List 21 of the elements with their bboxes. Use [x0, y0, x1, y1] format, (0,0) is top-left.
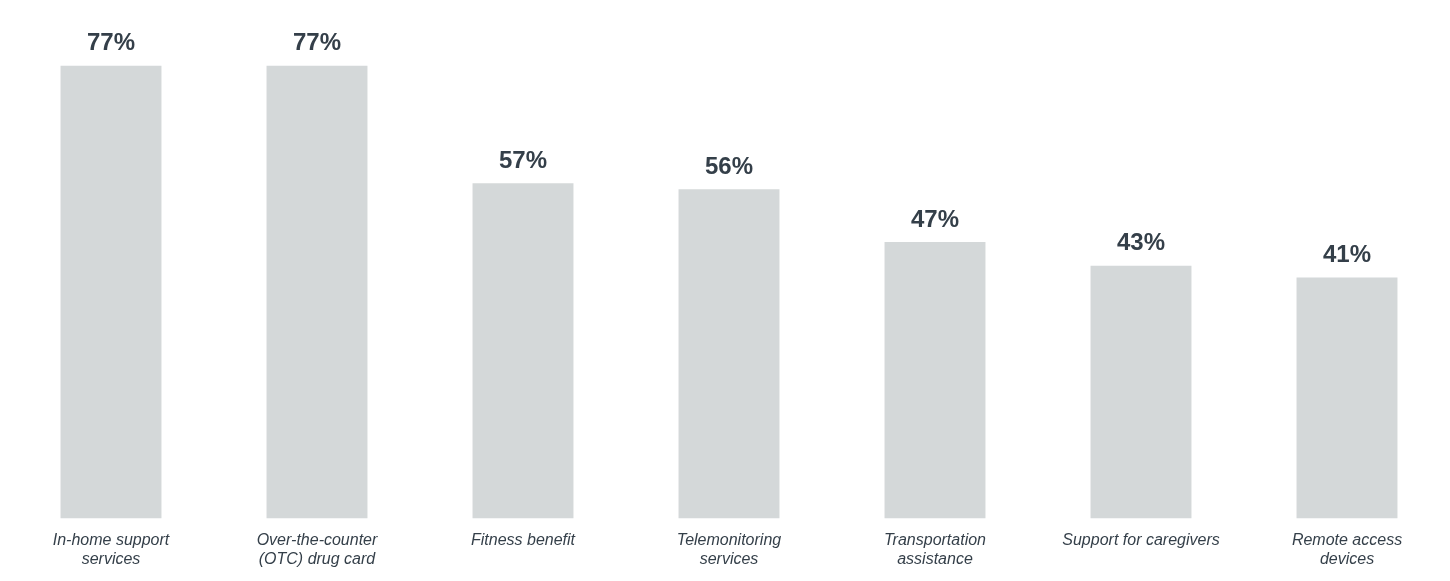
data-label: 43% [1116, 228, 1166, 256]
data-label: 77% [292, 28, 342, 56]
bar [884, 242, 986, 519]
data-label: 77% [86, 28, 136, 56]
x-tick-label: Transportation assistance [884, 530, 987, 567]
data-label: 47% [910, 204, 960, 232]
x-tick-label: Telemonitoring services [676, 530, 782, 567]
x-tick-label: In-home support services [52, 530, 170, 567]
bar [1296, 277, 1398, 519]
bar [60, 65, 162, 519]
data-label: 41% [1322, 240, 1372, 268]
x-tick-label: Over-the-counter (OTC) drug card [256, 530, 378, 567]
data-label: 57% [498, 145, 548, 173]
bar [1090, 265, 1192, 519]
bar [678, 189, 780, 519]
bar [472, 183, 574, 519]
x-tick-label: Fitness benefit [470, 530, 576, 548]
bar [266, 65, 368, 519]
data-label: 56% [704, 151, 754, 179]
x-tick-label: Support for caregivers [1062, 530, 1220, 548]
x-tick-label: Remote access devices [1291, 530, 1403, 567]
